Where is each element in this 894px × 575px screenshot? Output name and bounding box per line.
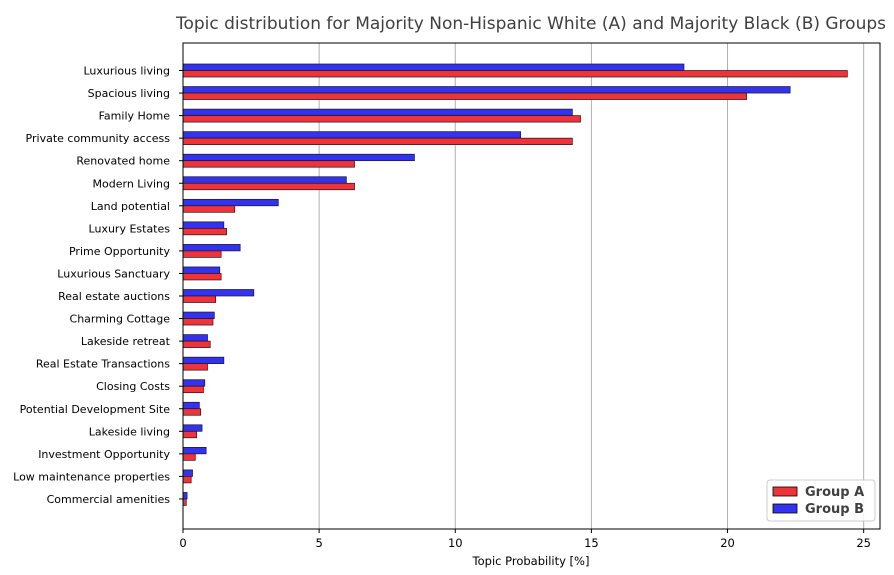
bar-group-a-luxury-estates (182, 228, 227, 236)
legend: Group A Group B (766, 479, 876, 522)
bar-group-b-luxurious-sanctuary (182, 266, 221, 274)
y-tick-label: Luxury Estates (89, 222, 171, 235)
y-tick-label: Luxurious Sanctuary (57, 267, 170, 280)
y-tick-label: Lakeside retreat (81, 335, 171, 348)
bar-group-b-renovated-home (182, 153, 415, 162)
bar-group-a-renovated-home (182, 160, 355, 168)
bar-group-b-lakeside-retreat (182, 334, 208, 342)
x-axis-label: Topic Probability [%] (472, 554, 590, 568)
bars (182, 63, 848, 506)
bar-group-b-spacious-living (182, 86, 791, 94)
grid (318, 43, 865, 529)
bar-group-a-potential-development-site (182, 408, 202, 416)
bar-group-b-closing-costs (182, 379, 206, 387)
y-tick-label: Family Home (99, 110, 171, 123)
y-tick-label: Low maintenance properties (13, 470, 170, 483)
bar-group-b-charming-cottage (182, 311, 215, 319)
bar-group-b-potential-development-site (182, 401, 200, 410)
bar-group-a-luxurious-sanctuary (182, 273, 222, 281)
legend-swatch-group-a (772, 486, 798, 497)
bar-group-a-spacious-living (182, 92, 747, 100)
y-tick-label: Real Estate Transactions (36, 358, 170, 371)
bar-group-b-family-home (182, 108, 573, 116)
y-tick-label: Land potential (91, 200, 170, 213)
bar-group-a-family-home (182, 115, 581, 123)
y-tick-label: Modern Living (93, 177, 170, 190)
y-tick-label: Closing Costs (96, 380, 170, 393)
y-tick-label: Luxurious living (83, 65, 170, 78)
bar-group-a-land-potential (182, 205, 236, 213)
chart-title: Topic distribution for Majority Non-Hisp… (175, 14, 886, 34)
y-tick-label: Commercial amenities (47, 493, 171, 506)
bar-group-a-private-community-access (182, 137, 573, 145)
legend-swatch-group-b (772, 503, 798, 514)
y-tick-label: Real estate auctions (58, 290, 170, 303)
plot-frame (182, 42, 881, 530)
x-tick-label: 20 (720, 536, 735, 550)
legend-label-group-a: Group A (805, 485, 864, 500)
x-tick-label: 15 (584, 536, 599, 550)
bar-group-a-charming-cottage (182, 318, 214, 326)
bar-group-b-investment-opportunity (182, 447, 207, 455)
bar-group-a-closing-costs (182, 385, 204, 394)
x-tick-label: 0 (179, 536, 186, 550)
bar-group-a-low-maintenance-properties (182, 476, 192, 484)
y-tick-label: Renovated home (76, 155, 170, 168)
bar-group-b-real-estate-auctions (182, 289, 255, 297)
x-tick-label: 25 (856, 536, 871, 550)
bar-group-b-land-potential (182, 198, 279, 207)
bar-group-b-modern-living (182, 176, 347, 184)
y-tick-label: Investment Opportunity (38, 448, 170, 461)
y-tick-label: Spacious living (88, 87, 170, 100)
bar-group-a-prime-opportunity (182, 250, 222, 258)
bar-group-b-luxury-estates (182, 221, 225, 229)
y-tick-label: Charming Cottage (70, 313, 171, 326)
bar-group-b-prime-opportunity (182, 244, 241, 252)
bar-group-b-low-maintenance-properties (182, 469, 193, 477)
x-tick-label: 5 (315, 536, 322, 550)
x-axis-ticks: 0 5 10 15 20 25 (179, 529, 871, 550)
bar-group-b-commercial-amenities (182, 492, 188, 500)
bar-group-b-private-community-access (182, 131, 521, 139)
bar-group-b-real-estate-transactions (182, 356, 225, 364)
bar-group-a-luxurious-living (182, 70, 848, 78)
bar-group-a-lakeside-retreat (182, 340, 211, 348)
y-axis-ticks: Luxurious living Spacious living Family Ho… (13, 65, 183, 506)
bar-group-a-modern-living (182, 182, 355, 191)
bar-group-a-investment-opportunity (182, 453, 196, 461)
bar-group-a-real-estate-auctions (182, 295, 217, 303)
legend-label-group-b: Group B (805, 502, 864, 517)
y-tick-label: Private community access (26, 132, 171, 145)
bar-group-b-lakeside-living (182, 424, 203, 432)
bar-group-a-real-estate-transactions (182, 363, 208, 371)
y-tick-label: Prime Opportunity (69, 245, 170, 258)
bar-group-a-lakeside-living (182, 430, 197, 439)
y-tick-label: Lakeside living (89, 425, 170, 438)
y-tick-label: Potential Development Site (20, 403, 171, 416)
x-tick-label: 10 (448, 536, 463, 550)
bar-group-b-luxurious-living (182, 63, 685, 71)
